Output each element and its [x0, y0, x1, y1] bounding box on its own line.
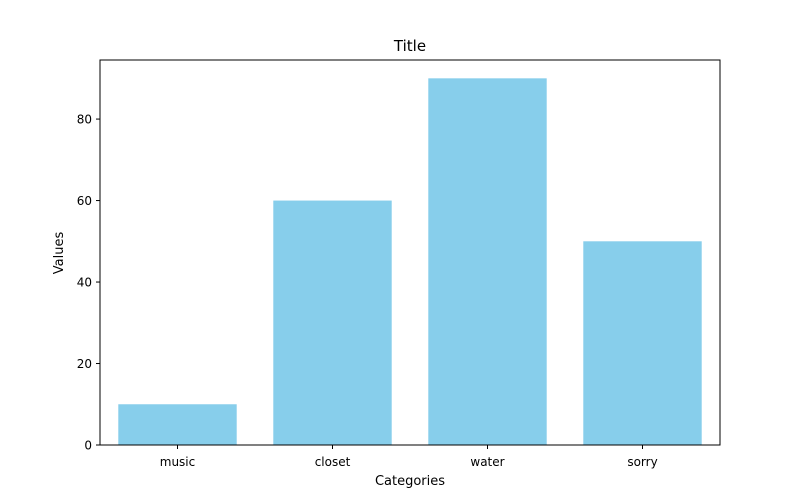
bar-sorry [583, 241, 702, 445]
x-axis-label: Categories [375, 474, 445, 489]
bar-closet [273, 200, 392, 445]
y-tick-label-80: 80 [77, 113, 92, 127]
chart-title: Title [393, 37, 426, 55]
y-tick-label-60: 60 [77, 194, 92, 208]
bar-water [428, 78, 547, 445]
x-tick-label-water: water [470, 455, 504, 469]
x-tick-label-closet: closet [315, 455, 351, 469]
y-tick-label-20: 20 [77, 357, 92, 371]
plot-frame [99, 59, 721, 446]
bar-music [118, 404, 237, 445]
y-tick-label-0: 0 [84, 439, 92, 453]
x-tick-label-sorry: sorry [627, 455, 657, 469]
y-axis-label: Values [52, 232, 67, 275]
x-tick-label-music: music [160, 455, 195, 469]
plot-area: music closet water sorry 0 20 40 60 80 [77, 59, 721, 469]
y-tick-label-40: 40 [77, 276, 92, 290]
